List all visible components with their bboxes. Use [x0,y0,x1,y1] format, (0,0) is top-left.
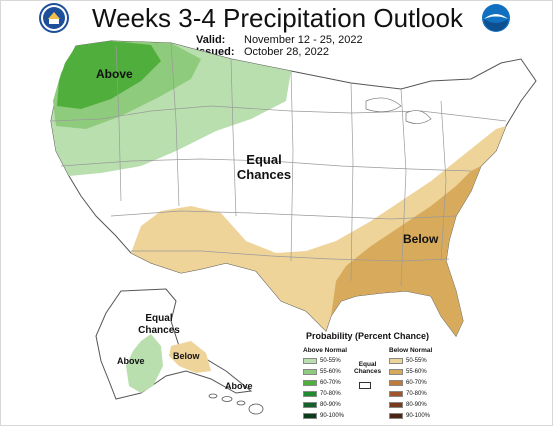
alaska-equal-chances-label: Equal Chances [136,313,182,336]
below-legend-item: 70-80% [389,390,427,398]
below-legend-swatch [389,402,403,408]
above-legend-swatch [303,369,317,375]
above-legend-item: 80-90% [303,401,341,409]
legend-above-header: Above Normal [303,347,348,354]
below-legend-swatch [389,380,403,386]
legend-equal-chances: Equal Chances [354,361,381,375]
alaska-below-label: Below [173,351,200,361]
doc-seal-logo [39,3,69,33]
valid-label: Valid: [196,34,226,46]
great-lakes-east [405,110,432,124]
below-legend-swatch [389,358,403,364]
below-legend-label: 70-80% [406,391,427,397]
hawaii-islands [208,393,264,415]
above-legend-item: 50-55% [303,357,341,365]
below-legend-swatch [389,369,403,375]
above-legend-swatch [303,413,317,419]
legend-equal-swatch [359,382,371,389]
alaska-below-region [169,341,211,373]
above-legend-label: 50-55% [320,358,341,364]
below-legend-label: 90-100% [406,413,431,419]
below-legend-item: 55-60% [389,368,427,376]
alaska-above-region [126,334,163,393]
above-legend-item: 70-80% [303,390,341,398]
below-legend-label: 50-55% [406,358,427,364]
valid-value: November 12 - 25, 2022 [244,34,363,46]
above-legend-swatch [303,358,317,364]
above-legend-label: 60-70% [320,380,341,386]
legend-equal-line1: Equal [358,361,377,368]
above-region-label: Above [96,67,133,81]
above-legend-label: 90-100% [320,413,345,419]
below-legend-item: 90-100% [389,412,430,420]
above-legend-swatch [303,402,317,408]
below-legend-item: 60-70% [389,379,427,387]
issued-value: October 28, 2022 [244,46,330,58]
above-legend-swatch [303,380,317,386]
below-legend-label: 55-60% [406,369,427,375]
valid-dates: Valid: November 12 - 25, 2022 [196,34,363,46]
below-region-mid [331,166,481,336]
hawaii-above-label: Above [225,381,253,391]
equal-chances-label: Equal Chances [233,152,295,183]
equal-chances-line1: Equal [246,152,282,167]
alaska-above-label: Above [117,356,145,366]
above-legend-label: 80-90% [320,402,341,408]
above-legend-label: 70-80% [320,391,341,397]
state-lines [50,42,507,287]
below-legend-label: 60-70% [406,380,427,386]
below-legend-label: 80-90% [406,402,427,408]
above-legend-item: 90-100% [303,412,344,420]
below-region-label: Below [403,232,439,246]
alaska-equal-line2: Chances [138,324,180,336]
legend-equal-line2: Chances [354,368,382,376]
above-legend-label: 55-60% [320,369,341,375]
below-legend-item: 80-90% [389,401,427,409]
above-legend-item: 55-60% [303,368,341,376]
great-lakes [365,97,402,113]
below-legend-swatch [389,391,403,397]
above-legend-swatch [303,391,317,397]
page-title: Weeks 3-4 Precipitation Outlook [92,3,463,33]
legend-title: Probability (Percent Chance) [306,331,430,341]
equal-chances-line2: Chances [236,166,292,182]
alaska-equal-line1: Equal [145,313,173,324]
below-legend-item: 50-55% [389,357,427,365]
above-legend-item: 60-70% [303,379,341,387]
below-legend-swatch [389,413,403,419]
legend-below-header: Below Normal [389,347,433,354]
above-region-dark [57,41,161,109]
svg-text:NOAA: NOAA [490,15,502,20]
noaa-logo: NOAA [481,3,511,33]
